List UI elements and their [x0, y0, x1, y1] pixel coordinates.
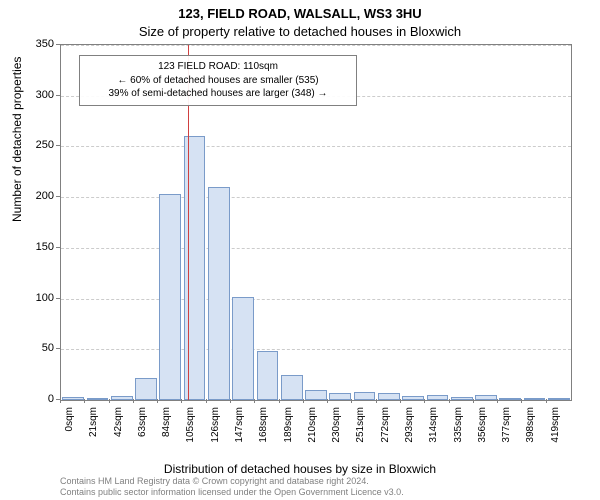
y-tick-mark [56, 44, 60, 45]
histogram-chart: 123, FIELD ROAD, WALSALL, WS3 3HU Size o… [0, 0, 600, 500]
x-tick-label: 42sqm [113, 407, 124, 457]
y-tick-mark [56, 95, 60, 96]
histogram-bar [184, 136, 206, 400]
x-axis-label: Distribution of detached houses by size … [0, 462, 600, 476]
x-tick-mark [351, 399, 352, 403]
y-tick-mark [56, 196, 60, 197]
x-tick-mark [521, 399, 522, 403]
x-tick-mark [181, 399, 182, 403]
y-tick-mark [56, 298, 60, 299]
x-tick-mark [157, 399, 158, 403]
annotation-line2: ← 60% of detached houses are smaller (53… [88, 74, 348, 88]
x-tick-mark [424, 399, 425, 403]
grid-line [61, 45, 571, 46]
x-tick-label: 21sqm [88, 407, 99, 457]
x-tick-mark [449, 399, 450, 403]
x-tick-label: 168sqm [258, 407, 269, 457]
y-tick-label: 0 [0, 393, 54, 405]
x-tick-label: 293sqm [404, 407, 415, 457]
x-tick-label: 189sqm [283, 407, 294, 457]
grid-line [61, 349, 571, 350]
x-tick-mark [327, 399, 328, 403]
x-tick-mark [206, 399, 207, 403]
x-tick-mark [303, 399, 304, 403]
x-tick-mark [60, 399, 61, 403]
y-tick-label: 50 [0, 342, 54, 354]
x-tick-label: 210sqm [307, 407, 318, 457]
histogram-bar [232, 297, 254, 400]
x-tick-label: 377sqm [501, 407, 512, 457]
histogram-bar [427, 395, 449, 400]
histogram-bar [111, 396, 133, 400]
y-tick-label: 150 [0, 241, 54, 253]
chart-title-main: 123, FIELD ROAD, WALSALL, WS3 3HU [0, 6, 600, 21]
copyright-line2: Contains public sector information licen… [60, 487, 590, 498]
y-tick-label: 300 [0, 89, 54, 101]
plot-area: 123 FIELD ROAD: 110sqm ← 60% of detached… [60, 44, 572, 401]
grid-line [61, 248, 571, 249]
histogram-bar [135, 378, 157, 400]
x-tick-mark [473, 399, 474, 403]
x-tick-label: 251sqm [355, 407, 366, 457]
x-tick-label: 126sqm [210, 407, 221, 457]
histogram-bar [62, 397, 84, 400]
y-tick-label: 200 [0, 190, 54, 202]
y-tick-mark [56, 348, 60, 349]
chart-title-sub: Size of property relative to detached ho… [0, 24, 600, 39]
histogram-bar [281, 375, 303, 400]
annotation-line1: 123 FIELD ROAD: 110sqm [88, 60, 348, 74]
x-tick-mark [230, 399, 231, 403]
histogram-bar [524, 398, 546, 400]
x-tick-mark [546, 399, 547, 403]
copyright-notice: Contains HM Land Registry data © Crown c… [60, 476, 590, 498]
x-tick-mark [254, 399, 255, 403]
x-tick-label: 105sqm [185, 407, 196, 457]
y-tick-label: 100 [0, 292, 54, 304]
x-tick-label: 314sqm [428, 407, 439, 457]
histogram-bar [159, 194, 181, 400]
grid-line [61, 197, 571, 198]
y-tick-label: 350 [0, 38, 54, 50]
x-tick-mark [376, 399, 377, 403]
grid-line [61, 299, 571, 300]
x-tick-label: 335sqm [453, 407, 464, 457]
y-tick-label: 250 [0, 139, 54, 151]
x-tick-mark [279, 399, 280, 403]
grid-line [61, 146, 571, 147]
histogram-bar [475, 395, 497, 400]
x-tick-label: 230sqm [331, 407, 342, 457]
histogram-bar [378, 393, 400, 400]
histogram-bar [87, 398, 109, 400]
histogram-bar [305, 390, 327, 400]
histogram-bar [354, 392, 376, 400]
x-tick-mark [84, 399, 85, 403]
x-tick-label: 419sqm [550, 407, 561, 457]
x-tick-mark [133, 399, 134, 403]
annotation-box: 123 FIELD ROAD: 110sqm ← 60% of detached… [79, 55, 357, 106]
x-tick-label: 398sqm [525, 407, 536, 457]
copyright-line1: Contains HM Land Registry data © Crown c… [60, 476, 590, 487]
x-tick-mark [109, 399, 110, 403]
x-tick-label: 147sqm [234, 407, 245, 457]
y-tick-mark [56, 145, 60, 146]
annotation-line3: 39% of semi-detached houses are larger (… [88, 87, 348, 101]
histogram-bar [402, 396, 424, 400]
histogram-bar [451, 397, 473, 400]
y-tick-mark [56, 247, 60, 248]
x-tick-label: 63sqm [137, 407, 148, 457]
x-tick-label: 272sqm [380, 407, 391, 457]
histogram-bar [329, 393, 351, 400]
histogram-bar [208, 187, 230, 400]
x-tick-label: 356sqm [477, 407, 488, 457]
histogram-bar [499, 398, 521, 400]
x-tick-mark [497, 399, 498, 403]
histogram-bar [257, 351, 279, 400]
x-tick-label: 0sqm [64, 407, 75, 457]
x-tick-label: 84sqm [161, 407, 172, 457]
x-tick-mark [400, 399, 401, 403]
histogram-bar [548, 398, 570, 400]
